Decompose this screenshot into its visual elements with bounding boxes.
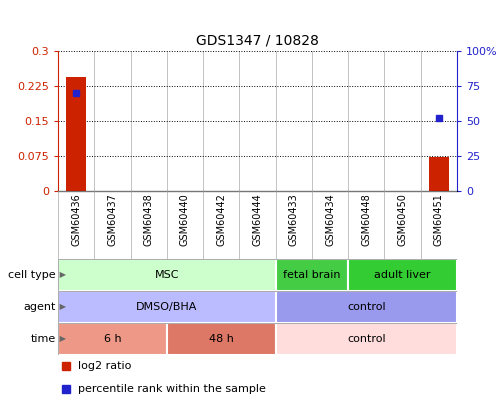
Text: GSM60433: GSM60433 [289,193,299,246]
Text: GSM60437: GSM60437 [107,193,117,246]
Bar [275,259,348,291]
Text: GSM60442: GSM60442 [216,193,226,246]
Bar [348,259,457,291]
Text: 48 h: 48 h [209,334,234,344]
Bar [58,323,167,355]
Text: agent: agent [23,302,55,312]
Text: MSC: MSC [155,270,179,280]
Text: GSM60440: GSM60440 [180,193,190,246]
Bar [58,291,275,323]
Text: percentile rank within the sample: percentile rank within the sample [78,384,266,394]
Text: fetal brain: fetal brain [283,270,341,280]
Title: GDS1347 / 10828: GDS1347 / 10828 [196,33,319,47]
Text: GSM60434: GSM60434 [325,193,335,246]
Text: GSM60438: GSM60438 [144,193,154,246]
Text: log2 ratio: log2 ratio [78,361,131,371]
Text: ▶: ▶ [56,303,66,311]
Text: ▶: ▶ [56,271,66,279]
Text: time: time [30,334,55,344]
Text: GSM60451: GSM60451 [434,193,444,246]
Text: GSM60444: GSM60444 [252,193,262,246]
Text: GSM60436: GSM60436 [71,193,81,246]
Bar [275,323,457,355]
Text: GSM60450: GSM60450 [398,193,408,246]
Bar [66,77,86,191]
Text: GSM60448: GSM60448 [361,193,371,246]
Text: cell type: cell type [8,270,55,280]
Bar [58,259,275,291]
Bar [429,158,449,191]
Text: control: control [347,334,386,344]
Text: DMSO/BHA: DMSO/BHA [136,302,198,312]
Bar [167,323,275,355]
Bar [275,291,457,323]
Text: 6 h: 6 h [104,334,121,344]
Text: adult liver: adult liver [374,270,431,280]
Text: control: control [347,302,386,312]
Text: ▶: ▶ [56,335,66,343]
